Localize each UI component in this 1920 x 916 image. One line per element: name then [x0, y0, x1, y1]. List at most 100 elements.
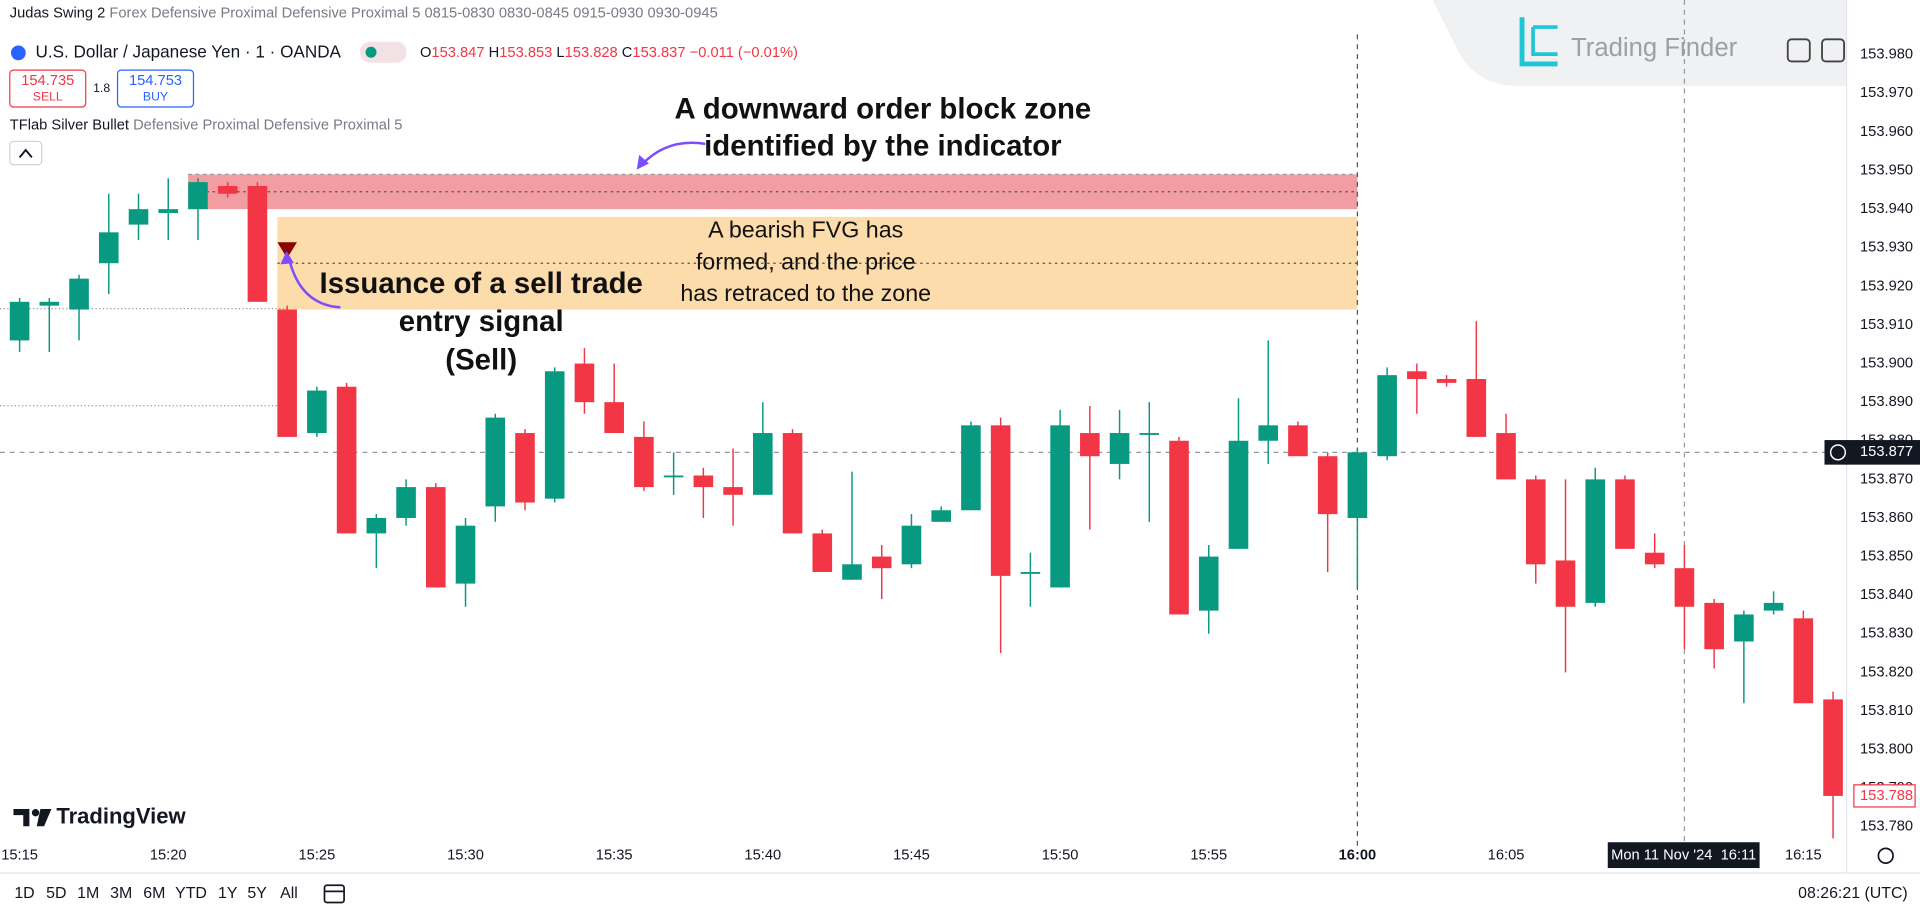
clock: 08:26:21 (UTC) — [1798, 885, 1908, 902]
range-button[interactable]: All — [280, 885, 298, 902]
crosshair-plus[interactable] — [1829, 444, 1847, 461]
indicator-params: Forex Defensive Proximal Defensive Proxi… — [109, 5, 717, 21]
indicator-title: Judas Swing 2 — [10, 5, 106, 21]
symbol-flag — [11, 45, 26, 61]
range-button[interactable]: 6M — [143, 885, 165, 902]
ohlc-key: C — [622, 45, 633, 61]
candle-body — [1644, 552, 1665, 565]
range-button[interactable]: 5D — [46, 885, 66, 902]
ohlc-value: 153.847 — [431, 45, 484, 61]
ohlc-value: 153.853 — [499, 45, 552, 61]
x-tick-label: 16:00 — [1339, 848, 1377, 864]
candle-body — [9, 301, 30, 341]
sell-signal — [277, 242, 297, 259]
candle-body — [604, 402, 624, 434]
candle-body — [961, 425, 981, 511]
y-tick-label: 153.970 — [1860, 85, 1913, 101]
x-tick-label: 15:15 — [1, 848, 38, 864]
candle-body — [782, 433, 803, 534]
status-dot — [365, 46, 377, 58]
study: TFlab Silver Bullet Defensive Proximal D… — [10, 117, 403, 133]
annotation: (Sell) — [445, 343, 517, 376]
range-button[interactable]: 3M — [110, 885, 132, 902]
x-tick-label: 15:25 — [298, 848, 335, 864]
candle-body — [217, 186, 238, 194]
sell-button[interactable] — [9, 69, 87, 108]
y-tick-label: 153.910 — [1860, 317, 1913, 333]
candle-body — [1496, 433, 1516, 480]
symbol[interactable]: U.S. Dollar / Japanese Yen · 1 · OANDA — [36, 41, 342, 61]
x-tick-label: 15:30 — [447, 848, 484, 864]
buy-price: 154.753 — [129, 73, 182, 89]
sell-label: SELL — [33, 89, 63, 103]
range-button[interactable]: 5Y — [247, 885, 267, 902]
annotation: Issuance of a sell trade — [320, 267, 643, 300]
indicator-title: Judas Swing 2 Forex Defensive Proximal D… — [10, 5, 718, 21]
candle-body — [455, 525, 476, 584]
candle-body — [1198, 556, 1219, 611]
candle-body — [812, 533, 833, 573]
candle-body — [1585, 479, 1606, 603]
y-tick-label: 153.930 — [1860, 240, 1913, 256]
candle-body — [188, 182, 208, 210]
x-tick-label: 15:55 — [1190, 848, 1227, 864]
annotation-arrow — [640, 141, 706, 166]
y-tick-label: 153.960 — [1860, 124, 1913, 140]
ohlc-key: H — [489, 45, 500, 61]
collapse-button[interactable] — [9, 140, 43, 166]
candle-body — [1050, 425, 1070, 588]
y-tick-label: 153.780 — [1860, 819, 1913, 835]
candle-body — [1139, 433, 1160, 435]
range-button[interactable]: 1D — [14, 885, 34, 902]
range-button[interactable]: 1Y — [218, 885, 238, 902]
range-button[interactable]: YTD — [175, 885, 207, 902]
toolbar-icon[interactable] — [1821, 38, 1845, 63]
candle-body — [1763, 602, 1784, 611]
y-tick-label: 153.830 — [1860, 626, 1913, 642]
date-range-icon[interactable] — [323, 884, 345, 904]
x-tick-label: 16:15 — [1785, 848, 1822, 864]
y-tick-label: 153.870 — [1860, 471, 1913, 487]
candle-body — [426, 487, 446, 588]
candle-body — [1109, 433, 1130, 464]
ohlc-value: 153.828 — [565, 45, 618, 61]
sell-price: 154.735 — [21, 73, 74, 89]
candle-body — [1317, 456, 1338, 515]
last-price-box — [1853, 784, 1916, 808]
tradingview-text: TradingView — [56, 803, 186, 828]
candle-body — [1734, 614, 1754, 642]
watermark-logo — [1519, 17, 1558, 67]
annotation: A downward order block zone — [674, 92, 1091, 125]
candle-body — [1347, 452, 1368, 518]
candle-body — [307, 390, 327, 434]
y-tick-label: 153.980 — [1860, 47, 1913, 63]
candle-body — [1525, 479, 1546, 565]
candle-body — [842, 564, 862, 580]
y-tick-label: 153.900 — [1860, 355, 1913, 371]
annotation: has retraced to the zone — [680, 280, 931, 306]
study-name: TFlab Silver Bullet — [10, 117, 129, 133]
collapse-icon — [18, 148, 33, 158]
x-tick-label: 15:35 — [596, 848, 633, 864]
candle-body — [515, 433, 535, 503]
candle-body — [39, 301, 60, 306]
candle-body — [753, 433, 773, 495]
y-tick-label: 153.800 — [1860, 741, 1913, 757]
buy-button[interactable] — [116, 69, 195, 108]
plot-area — [0, 0, 1847, 846]
ohlc-key: L — [556, 45, 564, 61]
candle-body — [901, 525, 922, 565]
candle-body — [931, 510, 951, 522]
y-tick-label: 153.860 — [1860, 510, 1913, 526]
candle-body — [544, 371, 565, 499]
candle-body — [158, 209, 179, 214]
y-tick-label: 153.850 — [1860, 548, 1913, 564]
candle-body — [1674, 568, 1695, 607]
x-tick-label: 15:20 — [150, 848, 187, 864]
last-price: 153.788 — [1860, 788, 1913, 804]
toolbar-icon[interactable] — [1786, 38, 1811, 63]
range-button[interactable]: 1M — [77, 885, 99, 902]
candle-body — [247, 186, 268, 302]
settings-icon[interactable] — [1877, 847, 1894, 864]
